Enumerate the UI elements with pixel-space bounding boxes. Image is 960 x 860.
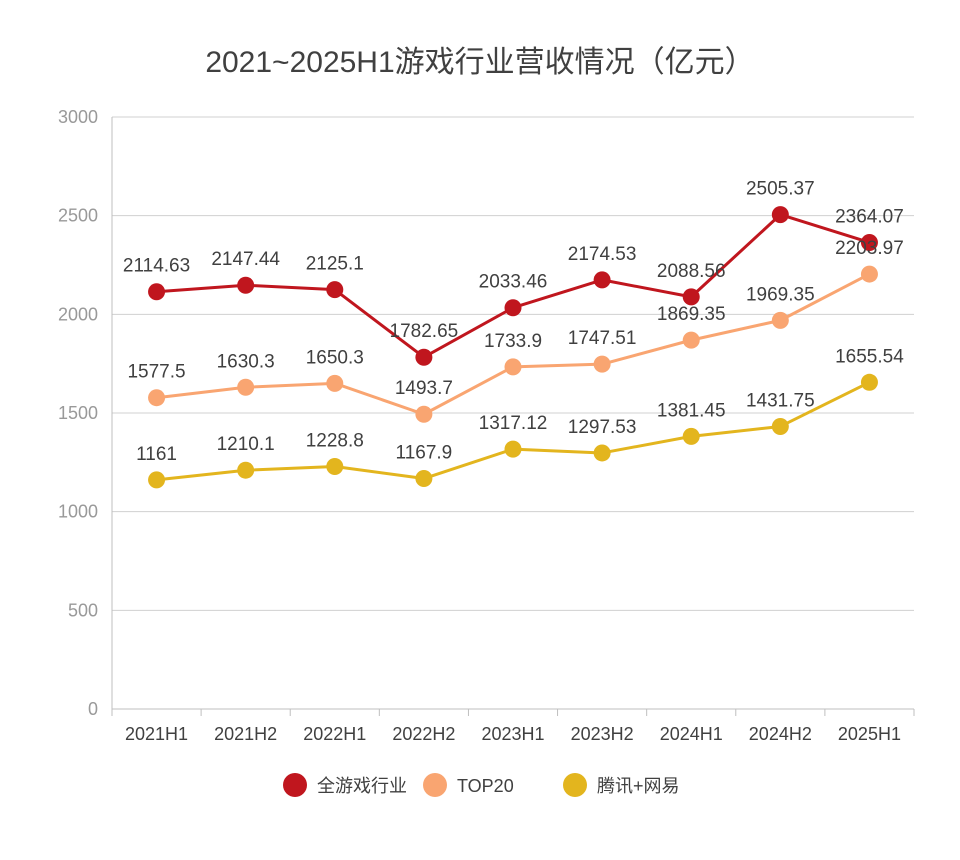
data-label: 2114.63 [123, 256, 190, 277]
data-point [860, 233, 878, 251]
data-label: 2174.53 [568, 244, 637, 265]
data-label: 1317.12 [479, 413, 548, 434]
data-label: 1210.1 [217, 434, 275, 455]
data-label: 1630.3 [217, 351, 275, 372]
data-point [682, 331, 700, 349]
data-label: 1655.54 [835, 346, 904, 367]
data-label: 1167.9 [396, 443, 453, 464]
data-label: 1228.8 [306, 431, 364, 452]
data-label: 1650.3 [306, 347, 364, 368]
legend-label: 腾讯+网易 [597, 776, 680, 796]
x-tick-label: 2023H2 [571, 724, 634, 744]
data-point [771, 311, 789, 329]
y-tick-label: 0 [88, 699, 98, 719]
data-label: 2088.56 [657, 261, 726, 282]
data-label: 1381.45 [657, 400, 726, 421]
data-point [237, 276, 255, 294]
data-point [504, 299, 522, 317]
data-label: 1969.35 [746, 284, 815, 305]
data-label: 1431.75 [746, 390, 815, 411]
data-point [148, 471, 166, 489]
axis-layer: 0 500 1000 1500 2000 2500 3000 2021H1 2021H2 2022… [58, 107, 915, 744]
legend-marker [563, 773, 587, 797]
x-tick-label: 2023H1 [481, 724, 544, 744]
data-point [504, 358, 522, 376]
data-label: 2033.46 [479, 272, 548, 293]
data-point [326, 374, 344, 392]
legend-marker [423, 773, 447, 797]
data-label: 2203.97 [835, 238, 904, 259]
x-tick-label: 2024H1 [660, 724, 723, 744]
data-point [682, 427, 700, 445]
x-tick-label: 2022H1 [303, 724, 366, 744]
data-label: 1577.5 [127, 362, 185, 383]
legend-label: TOP20 [457, 776, 514, 796]
legend-item-0: 全游戏行业 [283, 773, 407, 797]
legend-marker [283, 773, 307, 797]
x-tick-label: 2021H2 [214, 724, 277, 744]
data-label: 2505.37 [746, 179, 815, 200]
x-tick-label: 2025H1 [838, 724, 901, 744]
data-point [237, 378, 255, 396]
y-tick-label: 1500 [58, 403, 98, 423]
data-label: 1747.51 [568, 328, 637, 349]
data-point [326, 458, 344, 476]
data-point [148, 283, 166, 301]
data-label: 2147.44 [211, 249, 280, 270]
x-tick-label: 2022H2 [392, 724, 455, 744]
data-label: 1297.53 [568, 417, 637, 438]
y-tick-label: 500 [68, 600, 98, 620]
legend-item-2: 腾讯+网易 [563, 773, 680, 797]
data-label: 1493.7 [395, 378, 453, 399]
data-point [148, 389, 166, 407]
y-tick-label: 3000 [58, 107, 98, 127]
data-label: 2125.1 [306, 254, 364, 275]
legend-item-1: TOP20 [423, 773, 514, 797]
y-tick-label: 1000 [58, 502, 98, 522]
data-point [415, 470, 433, 488]
x-tick-label: 2021H1 [125, 724, 188, 744]
data-point [771, 206, 789, 224]
legend: 全游戏行业 TOP20 腾讯+网易 [283, 773, 680, 797]
data-point [593, 355, 611, 373]
data-point [860, 265, 878, 283]
data-label: 1733.9 [484, 331, 542, 352]
data-point [860, 373, 878, 391]
data-point [237, 461, 255, 479]
grid-layer [112, 116, 914, 611]
legend-label: 全游戏行业 [317, 776, 407, 796]
data-point [593, 271, 611, 289]
data-point [593, 444, 611, 462]
data-point [504, 440, 522, 458]
data-label: 2364.07 [835, 206, 904, 227]
data-point [415, 405, 433, 423]
data-label-layer: 2114.63 2147.44 2125.1 1782.65 2033.46 2174.5… [123, 179, 904, 465]
data-label: 1869.35 [657, 304, 726, 325]
data-point [682, 288, 700, 306]
x-tick-label: 2024H2 [749, 724, 812, 744]
series-layer [148, 206, 878, 489]
data-point [415, 348, 433, 366]
data-label: 1782.65 [390, 321, 459, 342]
data-point [326, 281, 344, 299]
data-label: 1161 [136, 444, 177, 465]
data-point [771, 417, 789, 435]
chart-title: 2021~2025H1游戏行业营收情况（亿元） [205, 46, 754, 79]
y-tick-label: 2500 [58, 206, 98, 226]
y-tick-label: 2000 [58, 304, 98, 324]
